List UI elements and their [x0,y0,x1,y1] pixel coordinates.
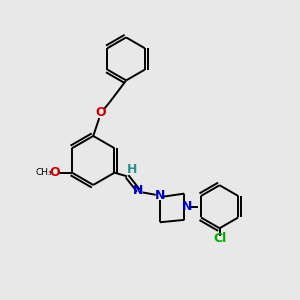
Text: N: N [133,184,143,197]
Text: O: O [50,166,60,179]
Text: N: N [182,200,192,213]
Text: CH₃: CH₃ [35,168,52,177]
Text: H: H [127,163,138,176]
Text: O: O [95,106,106,119]
Text: N: N [155,190,165,202]
Text: Cl: Cl [213,232,226,245]
